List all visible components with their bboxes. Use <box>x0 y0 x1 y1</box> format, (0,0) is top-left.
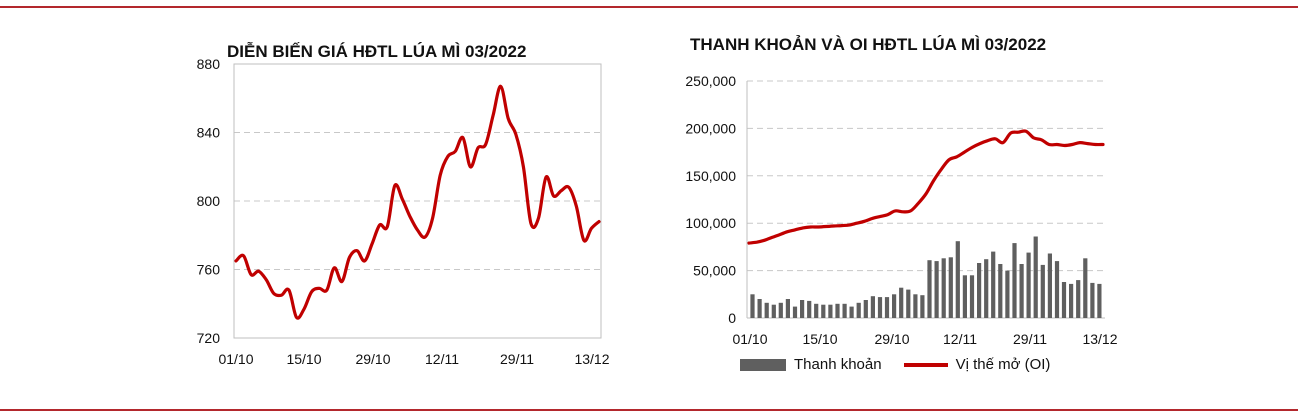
x-tick-label: 15/10 <box>802 331 837 347</box>
volume-bar <box>1012 243 1017 318</box>
volume-bar <box>877 297 883 318</box>
volume-bar <box>1061 282 1067 318</box>
volume-bar <box>1019 264 1024 318</box>
volume-oi-chart-title: THANH KHOẢN VÀ OI HĐTL LÚA MÌ 03/2022 <box>690 35 1047 54</box>
volume-bar <box>927 260 932 318</box>
volume-bar <box>941 258 946 318</box>
volume-bar <box>750 294 755 318</box>
volume-bar <box>1097 283 1102 318</box>
oi-series-line <box>747 129 1105 245</box>
y-tick-label: 880 <box>197 56 221 72</box>
volume-bar <box>913 294 918 318</box>
x-tick-label: 29/11 <box>1013 331 1047 347</box>
plot-frame <box>233 63 602 339</box>
volume-bar <box>785 299 790 318</box>
volume-bar <box>1047 253 1052 318</box>
x-tick-label: 29/10 <box>874 331 909 347</box>
volume-bar <box>1026 252 1031 318</box>
volume-bar <box>814 303 819 318</box>
price-series-line <box>234 84 601 320</box>
volume-bar <box>955 241 960 318</box>
volume-bar <box>1069 283 1074 318</box>
volume-bar <box>920 295 925 318</box>
x-tick-label: 13/12 <box>574 351 609 367</box>
volume-bar <box>778 302 783 318</box>
y-tick-label: 720 <box>197 330 221 346</box>
volume-bar <box>899 287 904 318</box>
volume-bar <box>1076 280 1081 318</box>
volume-bar <box>906 289 911 318</box>
y-tick-label: 200,000 <box>685 120 736 136</box>
volume-bar <box>1005 270 1010 318</box>
y-tick-label: 100,000 <box>685 215 736 231</box>
volume-bar <box>863 300 868 318</box>
price-chart-title: DIỄN BIẾN GIÁ HĐTL LÚA MÌ 03/2022 <box>227 42 527 61</box>
volume-bar <box>835 303 840 318</box>
x-tick-label: 15/10 <box>286 351 321 367</box>
volume-bar <box>771 304 776 318</box>
volume-bar <box>969 275 975 318</box>
volume-bar <box>800 300 805 318</box>
x-tick-label: 13/12 <box>1082 331 1117 347</box>
bottom-rule <box>0 409 1298 411</box>
x-tick-label: 12/11 <box>943 331 977 347</box>
legend-swatch-volume <box>740 358 786 371</box>
volume-bar <box>870 296 875 318</box>
volume-bar <box>948 257 953 318</box>
volume-bar <box>991 251 996 318</box>
y-tick-label: 840 <box>197 125 221 141</box>
top-rule <box>0 6 1298 8</box>
volume-bar <box>757 299 762 318</box>
y-tick-label: 760 <box>197 262 221 278</box>
volume-bar <box>884 297 890 318</box>
legend-label-volume: Thanh khoản <box>794 356 882 373</box>
volume-bar <box>977 263 982 318</box>
legend-label-oi: Vị thế mở (OI) <box>955 356 1051 373</box>
volume-bar <box>1033 236 1038 318</box>
y-tick-label: 250,000 <box>685 73 736 89</box>
x-tick-label: 01/10 <box>218 351 253 367</box>
x-tick-label: 01/10 <box>732 331 767 347</box>
x-tick-label: 29/11 <box>500 351 534 367</box>
volume-bar <box>849 306 854 318</box>
chart-legend: Thanh khoản Vị thế mở (OI) <box>740 356 1050 373</box>
volume-bar <box>842 303 847 318</box>
y-tick-label: 50,000 <box>693 263 736 279</box>
volume-bar <box>856 302 861 318</box>
volume-bar <box>1040 264 1045 318</box>
x-tick-label: 29/10 <box>355 351 390 367</box>
volume-bar <box>792 306 798 318</box>
y-tick-label: 0 <box>728 310 736 326</box>
volume-bar <box>892 294 897 318</box>
volume-bar <box>934 261 939 318</box>
volume-bar <box>807 300 812 318</box>
volume-bar <box>821 304 826 318</box>
volume-bar <box>962 275 967 318</box>
volume-bar <box>998 264 1003 318</box>
volume-bar <box>764 302 769 318</box>
volume-bar <box>1090 282 1095 318</box>
volume-bar <box>1054 261 1060 318</box>
volume-bar <box>984 259 989 318</box>
volume-bar <box>828 304 833 318</box>
legend-swatch-oi <box>903 362 948 367</box>
y-tick-label: 150,000 <box>685 168 736 184</box>
volume-bar <box>1083 258 1088 318</box>
y-tick-label: 800 <box>197 193 221 209</box>
x-tick-label: 12/11 <box>425 351 459 367</box>
